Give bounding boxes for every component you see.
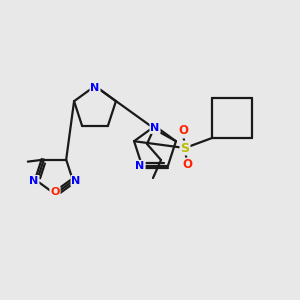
Text: O: O — [178, 124, 188, 137]
Text: S: S — [181, 142, 190, 154]
Text: O: O — [50, 187, 60, 197]
Text: N: N — [150, 123, 160, 133]
Text: N: N — [90, 83, 100, 93]
Text: O: O — [182, 158, 192, 172]
Text: N: N — [135, 161, 145, 171]
Text: N: N — [71, 176, 81, 186]
Text: N: N — [29, 176, 39, 186]
